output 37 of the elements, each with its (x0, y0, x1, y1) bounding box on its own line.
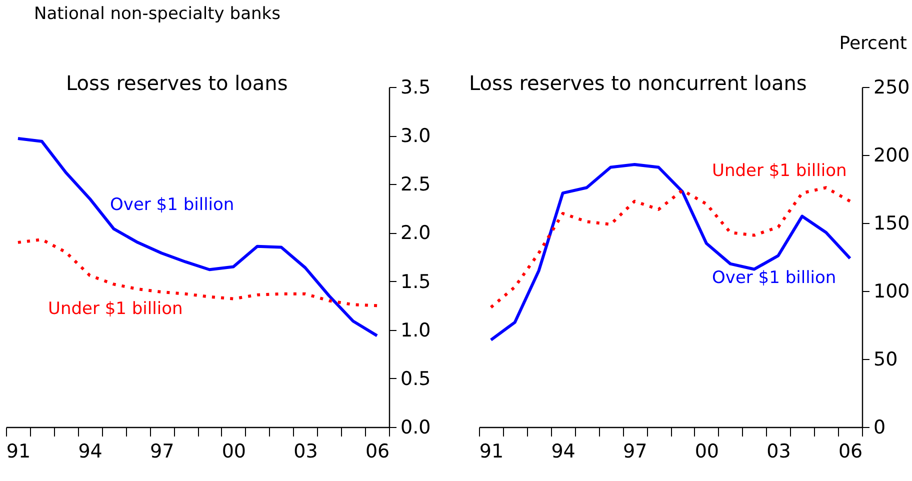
x-tick-label: 97 (623, 440, 648, 462)
y-tick-label: 1.5 (400, 270, 431, 293)
text: National non-specialty banks (34, 4, 281, 24)
x-tick-label: 00 (694, 440, 719, 462)
x-tick-label: 91 (479, 440, 504, 462)
y-tick-label: 2.5 (400, 174, 431, 196)
y-tick-label: 3.5 (400, 76, 431, 98)
chart-title: Loss reserves to loans (66, 71, 288, 95)
y-tick-label: 0 (874, 416, 886, 438)
x-tick-label: 06 (838, 440, 863, 462)
series-label: Under $1 billion (712, 161, 847, 181)
series-label: Under $1 billion (48, 299, 183, 319)
y-tick-label: 0.0 (400, 416, 431, 438)
y-tick-label: 150 (874, 212, 910, 234)
x-tick-label: 06 (365, 440, 390, 462)
x-tick-label: 03 (766, 440, 791, 462)
line-series (16, 136, 379, 338)
x-tick-label: 00 (222, 440, 246, 462)
y-tick-label: 0.5 (400, 368, 431, 390)
y-tick-label: 3.0 (400, 125, 431, 148)
y-tick-label: 1.0 (400, 319, 431, 342)
y-tick-label: 50 (874, 348, 898, 370)
y-tick-label: 200 (874, 144, 910, 166)
series-label: Over $1 billion (110, 195, 234, 215)
y-tick-label: 100 (874, 280, 910, 302)
line-series (489, 163, 852, 342)
x-tick-label: 94 (551, 440, 576, 462)
line-series (489, 186, 852, 309)
x-tick-label: 97 (150, 440, 174, 462)
chart-title: Loss reserves to noncurrent loans (469, 71, 807, 95)
y-tick-label: 2.0 (400, 222, 431, 244)
x-tick-label: 03 (294, 440, 318, 462)
x-tick-label: 94 (78, 440, 102, 462)
series-label: Over $1 billion (712, 268, 836, 288)
y-tick-label: 250 (874, 76, 910, 98)
y-axis-title: Percent (839, 33, 907, 54)
x-tick-label: 91 (6, 440, 31, 462)
